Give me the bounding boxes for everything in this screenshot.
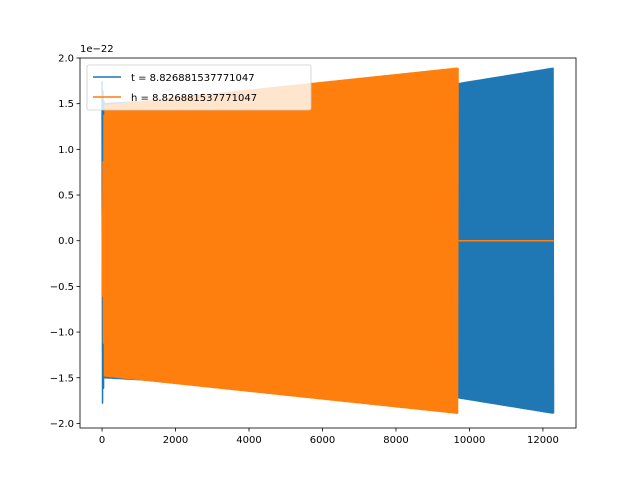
x-tick-label-2: 4000 [236,435,261,446]
y-tick-label-4: 0.0 [58,236,74,247]
x-tick-label-3: 6000 [310,435,335,446]
y-offset-label: 1e−22 [80,44,114,55]
axes-frame [79,57,577,429]
plot-area [101,67,555,415]
legend-box [86,64,312,111]
x-tick-label-5: 10000 [454,435,486,446]
x-tick-label-6: 12000 [527,435,559,446]
legend-label-0: t = 8.826881537771047 [131,73,255,84]
y-tick-label-8: 2.0 [58,54,74,65]
axes: 0 2000 4000 6000 8000 10000 12000 −2.0 −1.5 −1.0 −… [50,54,577,446]
y-tick-label-7: 1.5 [58,99,74,110]
y-tick-label-0: −2.0 [50,419,74,430]
x-tick-label-1: 2000 [163,435,188,446]
x-tick-label-4: 8000 [383,435,408,446]
y-tick-label-1: −1.5 [50,373,74,384]
y-tick-label-5: 0.5 [58,191,74,202]
y-tick-label-3: −0.5 [50,282,74,293]
legend: t = 8.826881537771047 h = 8.8268815377710… [86,64,312,111]
y-tick-label-6: 1.0 [58,145,74,156]
y-tick-label-2: −1.0 [50,328,74,339]
legend-label-1: h = 8.826881537771047 [131,93,257,104]
x-tick-label-0: 0 [99,435,105,446]
series-trace-1 [101,67,459,415]
